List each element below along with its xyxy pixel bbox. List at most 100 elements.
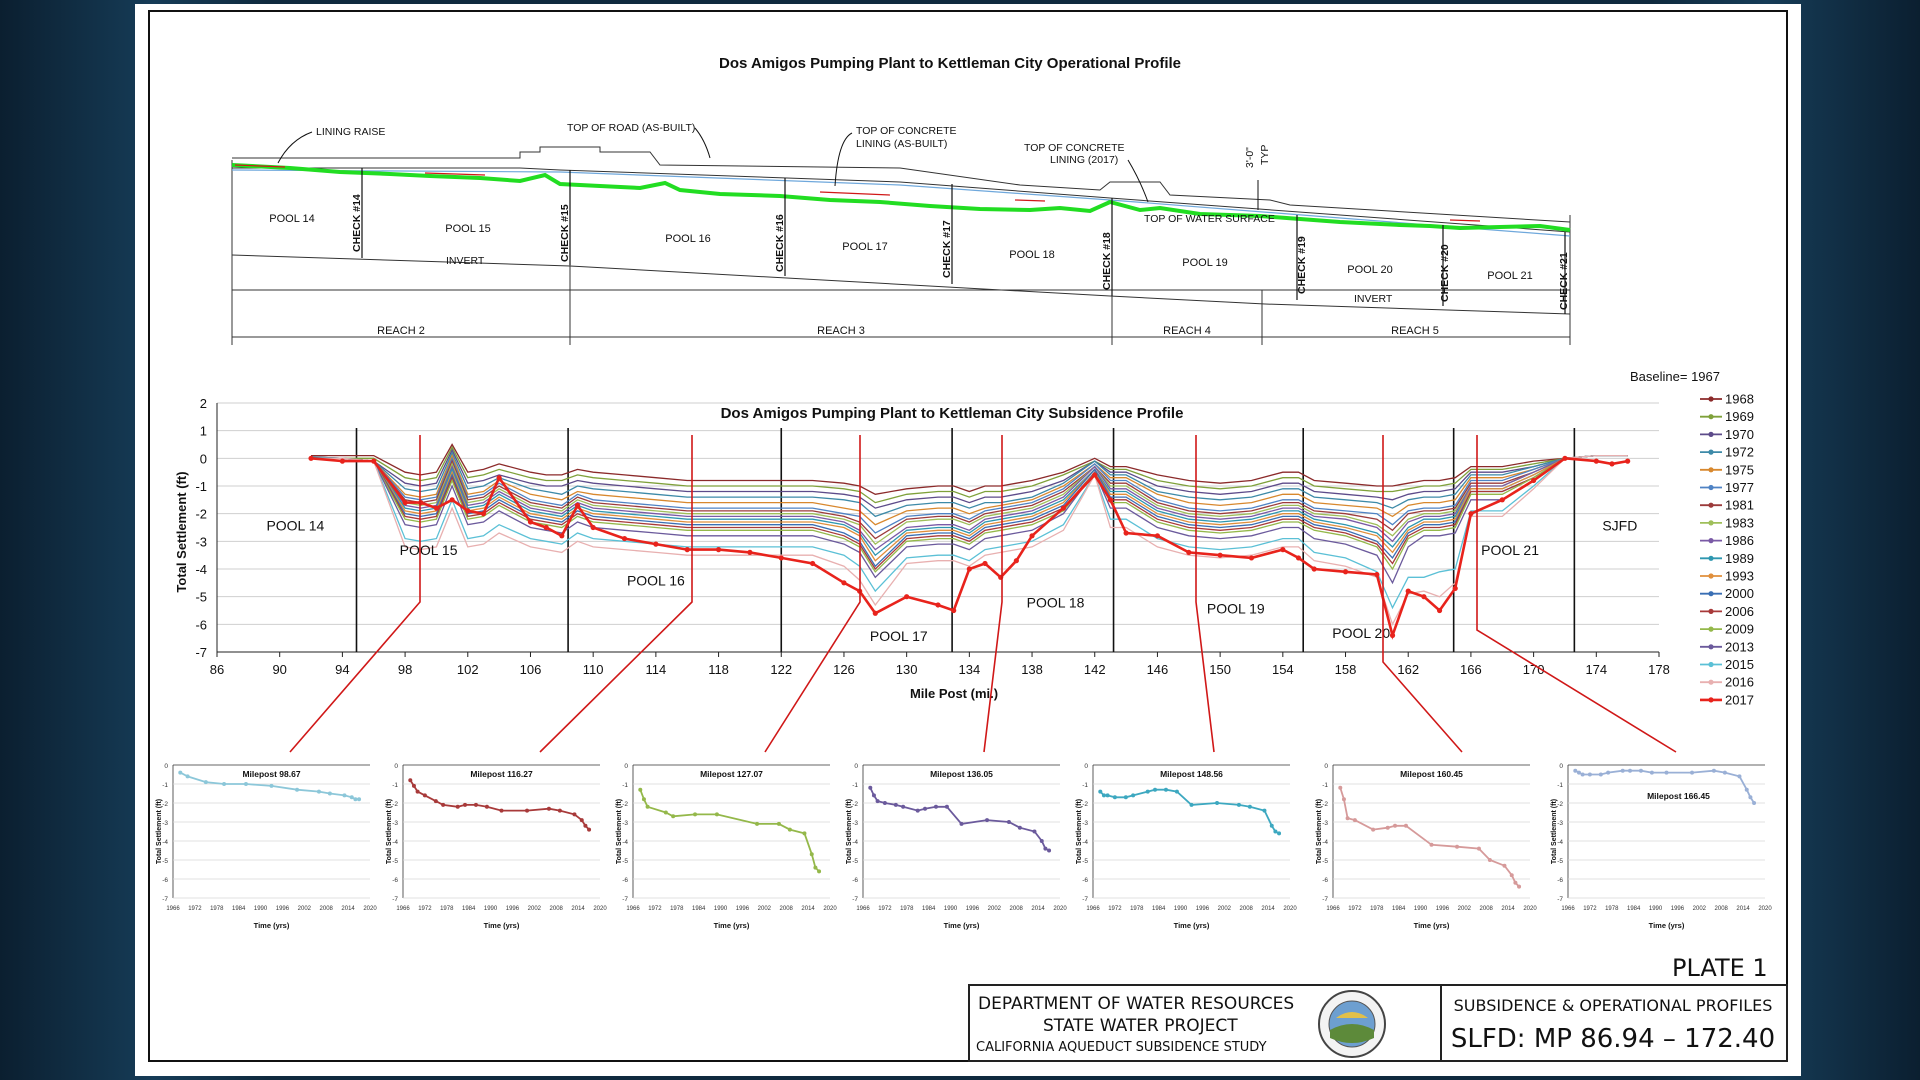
- region-label-6: POOL 20: [1332, 625, 1390, 641]
- series-point-2017-21: [810, 560, 816, 567]
- mini-x-tick-label: 2020: [1053, 906, 1067, 912]
- series-point-2017-25: [904, 594, 910, 600]
- mini-series-point: [959, 821, 964, 826]
- mini-series-point: [1638, 768, 1643, 773]
- mini-x-tick-label: 1990: [1174, 906, 1188, 912]
- series-point-2017-13: [574, 502, 581, 508]
- pool-20-label: POOL 20: [1347, 264, 1392, 276]
- pool-21-label: POOL 21: [1487, 270, 1532, 282]
- mini-y-tick-label: -3: [1082, 820, 1088, 827]
- mini-y-tick-label: -3: [162, 820, 168, 827]
- mini-series-point: [269, 783, 274, 788]
- dwr-seal: [1318, 990, 1386, 1058]
- mini-y-tick-label: -7: [1557, 896, 1563, 903]
- y-tick-label-2: 0: [200, 451, 207, 466]
- mini-chart-title: Milepost 127.07: [700, 769, 763, 779]
- mini-chart-title: Milepost 98.67: [242, 769, 300, 779]
- title-block-sheet-title: SUBSIDENCE & OPERATIONAL PROFILES: [1453, 996, 1773, 1015]
- mini-series-point: [1620, 768, 1625, 773]
- mini-series-point: [638, 787, 643, 792]
- mini-y-tick-label: -2: [162, 801, 168, 808]
- series-line-2015: [311, 454, 1628, 610]
- milepost-mini-charts: 0 -1 -2 -3 -4 -5 -6 -7 1966 1972 1978 1984 1990 1996 2…: [156, 763, 1772, 930]
- check-16-label: CHECK #16: [774, 214, 786, 272]
- mini-y-tick-label: -5: [162, 858, 168, 865]
- legend-label-1993: 1993: [1725, 569, 1754, 584]
- mini-y-axis-label: Total Settlement (ft): [386, 799, 393, 864]
- series-point-2017-51: [1468, 511, 1474, 517]
- mini-y-tick-label: -3: [1322, 820, 1328, 827]
- mini-series-point: [1101, 793, 1106, 798]
- check-17-label: CHECK #17: [941, 220, 953, 278]
- mini-x-tick-label: 1966: [166, 906, 180, 912]
- reach-labels: REACH 2 REACH 3 REACH 4 REACH 5: [377, 325, 1439, 337]
- series-line-1968: [311, 443, 1628, 495]
- callout-line-160: [1382, 435, 1463, 753]
- series-point-2017-57: [1625, 458, 1631, 464]
- mini-y-tick-label: -4: [622, 839, 628, 846]
- mini-x-tick-label: 1984: [1392, 906, 1406, 912]
- mini-series-point: [1112, 795, 1117, 800]
- mini-x-axis-label: Time (yrs): [714, 921, 750, 930]
- mini-y-tick-label: -6: [392, 877, 398, 884]
- mini-series-point: [1573, 768, 1578, 773]
- series-line-2016: [311, 454, 1628, 626]
- mini-series-point: [915, 808, 920, 813]
- series-point-2017-9: [496, 475, 502, 481]
- mini-y-tick-label: 0: [164, 763, 168, 770]
- mini-series-point: [1628, 768, 1633, 773]
- series-point-2017-42: [1295, 555, 1302, 561]
- mini-series-point: [933, 804, 938, 809]
- series-point-2017-55: [1593, 458, 1599, 464]
- mini-y-tick-label: -7: [1082, 896, 1088, 903]
- mini-series-point: [868, 785, 873, 790]
- series-point-2017-8: [480, 511, 487, 517]
- series-point-2017-45: [1374, 571, 1380, 578]
- x-tick-label-7: 114: [646, 662, 667, 677]
- mini-y-axis-label: Total Settlement (ft): [156, 799, 163, 864]
- mini-x-tick-label: 2002: [528, 906, 542, 912]
- series-line-1975: [311, 453, 1628, 526]
- mini-chart-title: Milepost 136.05: [930, 769, 993, 779]
- legend-label-2016: 2016: [1725, 675, 1754, 690]
- mini-series-point: [923, 806, 928, 811]
- mini-x-tick-label: 1966: [1326, 906, 1340, 912]
- mini-y-tick-label: -4: [162, 839, 168, 846]
- mini-series-point: [1032, 829, 1037, 834]
- legend-marker-1989: [1708, 555, 1714, 561]
- lining-raise-3: [819, 191, 891, 196]
- legend-marker-1983: [1708, 520, 1714, 526]
- canal-top-line: [232, 167, 1571, 233]
- mini-series-point: [499, 808, 504, 813]
- legend-marker-1970: [1708, 431, 1714, 437]
- mini-series-point: [871, 793, 876, 798]
- legend-label-1972: 1972: [1725, 445, 1754, 460]
- series-point-2017-34: [1092, 472, 1098, 478]
- mini-x-tick-label: 1978: [900, 906, 914, 912]
- mini-y-tick-label: -5: [622, 858, 628, 865]
- lining-raise-5: [1449, 219, 1481, 222]
- callout-typ: TYP: [1259, 145, 1271, 165]
- series-point-2017-5: [433, 505, 440, 511]
- x-tick-label-8: 118: [708, 662, 729, 677]
- mini-y-tick-label: 0: [854, 763, 858, 770]
- mini-y-tick-label: -5: [1322, 858, 1328, 865]
- x-tick-label-23: 178: [1648, 662, 1670, 677]
- mini-x-tick-label: 2014: [341, 906, 355, 912]
- mini-x-tick-label: 2014: [1736, 906, 1750, 912]
- mini-x-axis-label: Time (yrs): [1414, 921, 1450, 930]
- mini-series-point: [178, 770, 183, 775]
- series-point-2017-53: [1531, 477, 1537, 484]
- mini-series-point: [1098, 789, 1103, 794]
- series-point-2017-19: [747, 549, 753, 556]
- y-tick-label-5: -3: [195, 534, 207, 549]
- mini-x-tick-label: 1972: [878, 906, 892, 912]
- mini-y-axis-label: Total Settlement (ft): [1076, 799, 1083, 864]
- x-tick-label-16: 150: [1209, 662, 1231, 677]
- mini-x-tick-label: 2008: [1240, 906, 1254, 912]
- mini-series-point: [944, 804, 949, 809]
- legend-marker-1981: [1708, 502, 1714, 508]
- mini-series-point: [546, 806, 551, 811]
- mini-x-tick-label: 1978: [1370, 906, 1384, 912]
- mini-series-point: [583, 823, 588, 828]
